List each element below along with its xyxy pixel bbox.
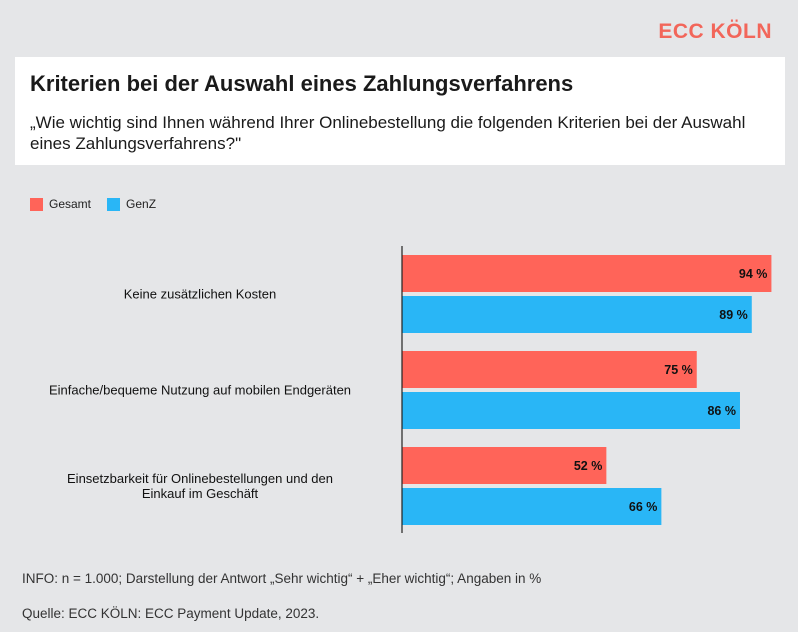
data-label-gesamt-1: 75 % bbox=[664, 363, 693, 377]
footer-source: Quelle: ECC KÖLN: ECC Payment Update, 20… bbox=[22, 606, 320, 621]
legend-swatch-genz bbox=[107, 197, 121, 211]
bar-gesamt-0 bbox=[402, 255, 772, 292]
legend-label-gesamt: Gesamt bbox=[49, 197, 92, 211]
category-label-1-line-0: Einfache/bequeme Nutzung auf mobilen End… bbox=[49, 383, 351, 398]
chart-title: Kriterien bei der Auswahl eines Zahlungs… bbox=[30, 71, 574, 96]
bar-gesamt-1 bbox=[402, 351, 697, 388]
bar-genz-0 bbox=[402, 296, 752, 333]
data-label-genz-2: 66 % bbox=[629, 500, 658, 514]
chart-legend: Gesamt GenZ bbox=[30, 197, 172, 211]
bar-genz-1 bbox=[402, 392, 740, 429]
title-box: Kriterien bei der Auswahl eines Zahlungs… bbox=[15, 57, 785, 165]
bar-gesamt-2 bbox=[402, 447, 607, 484]
data-label-gesamt-0: 94 % bbox=[739, 267, 768, 281]
category-label-2-line-0: Einsetzbarkeit für Onlinebestellungen un… bbox=[67, 471, 333, 486]
legend-label-genz: GenZ bbox=[126, 197, 157, 211]
bar-genz-2 bbox=[402, 488, 662, 525]
category-label-2-line-1: Einkauf im Geschäft bbox=[142, 486, 259, 501]
legend-item-gesamt: Gesamt bbox=[30, 197, 91, 211]
legend-item-genz: GenZ bbox=[107, 197, 156, 211]
brand-logo: ECC KÖLN bbox=[658, 20, 772, 43]
data-label-genz-1: 86 % bbox=[707, 404, 736, 418]
category-label-0-line-0: Keine zusätzlichen Kosten bbox=[124, 287, 276, 302]
footer-info: INFO: n = 1.000; Darstellung der Antwort… bbox=[22, 571, 542, 586]
data-label-gesamt-2: 52 % bbox=[574, 459, 603, 473]
data-label-genz-0: 89 % bbox=[719, 308, 748, 322]
legend-swatch-gesamt bbox=[30, 197, 43, 211]
chart-subtitle: „Wie wichtig sind Ihnen während Ihrer On… bbox=[30, 113, 746, 153]
